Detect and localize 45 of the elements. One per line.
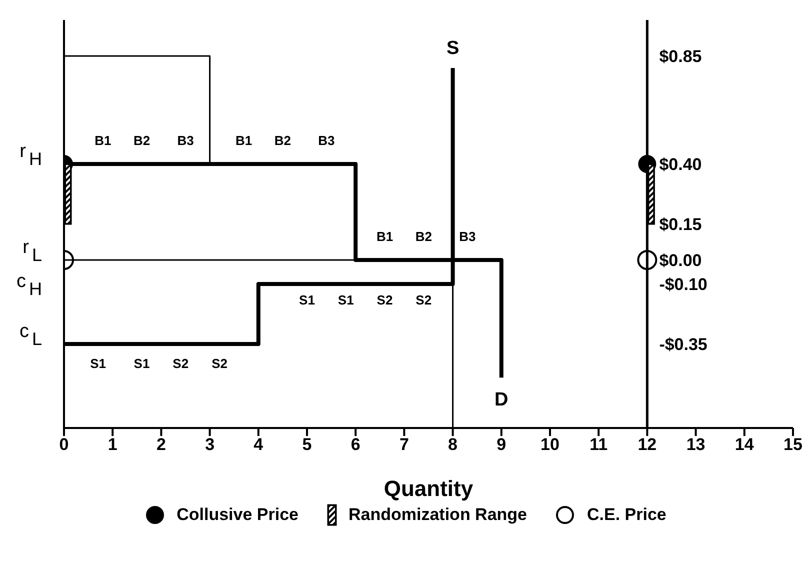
- x-tick-label: 6: [350, 435, 360, 454]
- x-tick-label: 13: [686, 435, 706, 454]
- y-tick-label: $0.15: [659, 215, 702, 234]
- x-tick-label: 7: [399, 435, 409, 454]
- x-tick-label: 8: [448, 435, 458, 454]
- annotation: B1: [236, 133, 252, 148]
- annotation: B3: [177, 133, 194, 148]
- annotation: B2: [274, 133, 292, 148]
- annotation: B3: [459, 229, 476, 244]
- annotation: B1: [94, 133, 112, 148]
- y-tick-label: -$0.10: [659, 275, 708, 294]
- x-tick-label: 2: [156, 435, 166, 454]
- y-tick-label: -$0.35: [659, 335, 708, 354]
- annotation: B2: [133, 133, 150, 148]
- annotation: S: [446, 38, 460, 59]
- x-tick-label: 5: [302, 435, 312, 454]
- x-axis-title: Quantity: [384, 476, 474, 501]
- annotation: B1: [376, 229, 394, 244]
- annotation: S1: [299, 292, 315, 308]
- x-tick-label: 4: [254, 435, 264, 454]
- y-tick-label: $0.85: [659, 47, 702, 66]
- x-tick-label: 1: [108, 435, 118, 454]
- y-tick-label: $0.40: [659, 155, 702, 174]
- annotation: D: [494, 390, 508, 411]
- x-tick-label: 3: [205, 435, 215, 454]
- legend-label: C.E. Price: [587, 505, 666, 525]
- annotation: S1: [134, 356, 150, 372]
- annotation: S2: [172, 356, 189, 372]
- annotation: B2: [415, 229, 432, 244]
- x-tick-label: 12: [638, 435, 657, 454]
- x-tick-label: 9: [496, 435, 506, 454]
- x-tick-label: 10: [540, 435, 560, 454]
- annotation: B3: [318, 133, 335, 148]
- annotation: S2: [376, 292, 393, 308]
- legend-label: Randomization Range: [348, 505, 528, 525]
- annotation: S1: [338, 292, 354, 308]
- x-tick-label: 14: [734, 435, 754, 454]
- annotation: S1: [90, 356, 106, 372]
- x-tick-label: 0: [59, 435, 69, 454]
- legend-label: Collusive Price: [176, 505, 298, 525]
- x-tick-label: 11: [590, 435, 608, 454]
- annotation: S2: [212, 356, 228, 372]
- annotation: S2: [416, 292, 432, 308]
- y-tick-label: $0.00: [659, 251, 702, 270]
- x-tick-label: 15: [784, 435, 802, 454]
